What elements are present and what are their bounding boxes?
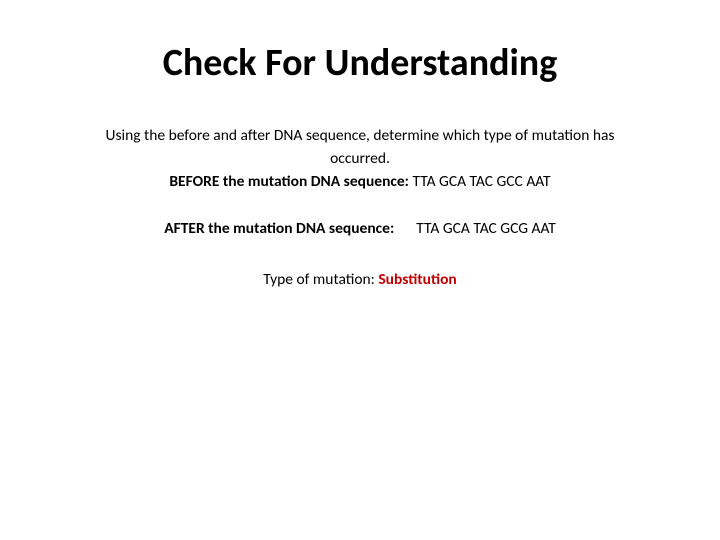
- before-sequence-line: BEFORE the mutation DNA sequence: TTA GC…: [50, 172, 670, 191]
- type-label: Type of mutation:: [263, 270, 378, 289]
- after-sequence: TTA GCA TAC GCG AAT: [416, 219, 556, 238]
- after-sequence-line: AFTER the mutation DNA sequence: TTA GCA …: [50, 219, 670, 238]
- before-sequence: TTA GCA TAC GCC AAT: [409, 172, 551, 191]
- instruction-line-2: occurred.: [50, 149, 670, 170]
- after-label: AFTER the mutation DNA sequence:: [164, 219, 394, 238]
- instruction-line-1: Using the before and after DNA sequence,…: [50, 126, 670, 147]
- before-label: BEFORE the mutation DNA sequence:: [169, 172, 409, 191]
- type-answer: Substitution: [378, 270, 456, 289]
- slide-container: Check For Understanding Using the before…: [0, 0, 720, 540]
- mutation-type-line: Type of mutation: Substitution: [50, 270, 670, 289]
- slide-title: Check For Understanding: [50, 40, 670, 86]
